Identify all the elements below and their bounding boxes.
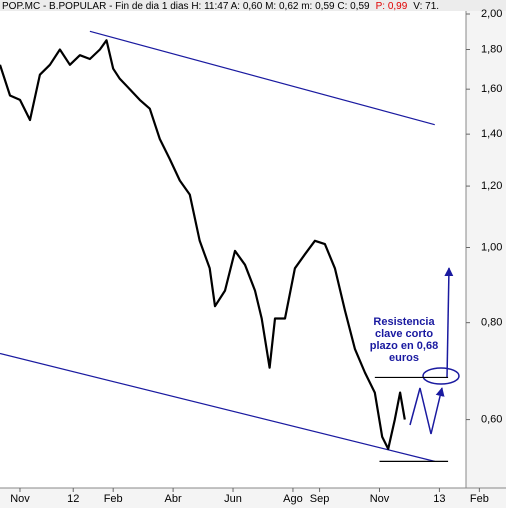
y-tick-label: 2,00 [481, 8, 502, 20]
target-arrow [444, 267, 454, 379]
x-tick-label: Feb [104, 493, 123, 505]
trend-line [89, 30, 435, 126]
x-tick-label: Sep [310, 493, 330, 505]
x-tick-label: Nov [370, 493, 390, 505]
annotation-line: plazo en 0,68 [370, 340, 438, 352]
x-axis-panel [0, 488, 506, 508]
price-line [0, 39, 406, 450]
header-bar [0, 0, 506, 11]
annotation-line: clave corto [375, 328, 433, 340]
header: POP.MC - B.POPULAR - Fin de dia 1 dias H… [2, 1, 439, 12]
trend-line [0, 352, 435, 462]
header-item: V: 71. [413, 1, 439, 12]
scenario-arrow [409, 387, 445, 435]
x-tick-label: Feb [470, 493, 489, 505]
x-tick-label: Abr [165, 493, 182, 505]
x-tick-label: 13 [433, 493, 445, 505]
y-tick-label: 1,20 [481, 180, 502, 192]
header-item: POP.MC - B.POPULAR - Fin de dia 1 dias H… [2, 1, 370, 12]
annotation-line: Resistencia [373, 316, 435, 328]
y-axis-panel [466, 11, 506, 488]
y-tick-label: 1,80 [481, 43, 502, 55]
header-text: POP.MC - B.POPULAR - Fin de dia 1 dias H… [2, 1, 439, 12]
header-item: P: 0,99 [376, 1, 408, 12]
highlight-ellipse [422, 367, 460, 385]
y-tick-label: 1,40 [481, 128, 502, 140]
y-tick-label: 0,60 [481, 413, 502, 425]
annotation-line: euros [389, 352, 419, 364]
y-tick-label: 1,60 [481, 83, 502, 95]
x-tick-label: 12 [67, 493, 79, 505]
x-tick-label: Jun [224, 493, 242, 505]
y-tick-label: 0,80 [481, 317, 502, 329]
x-tick-label: Ago [283, 493, 303, 505]
y-tick-label: 1,00 [481, 241, 502, 253]
x-tick-label: Nov [10, 493, 30, 505]
